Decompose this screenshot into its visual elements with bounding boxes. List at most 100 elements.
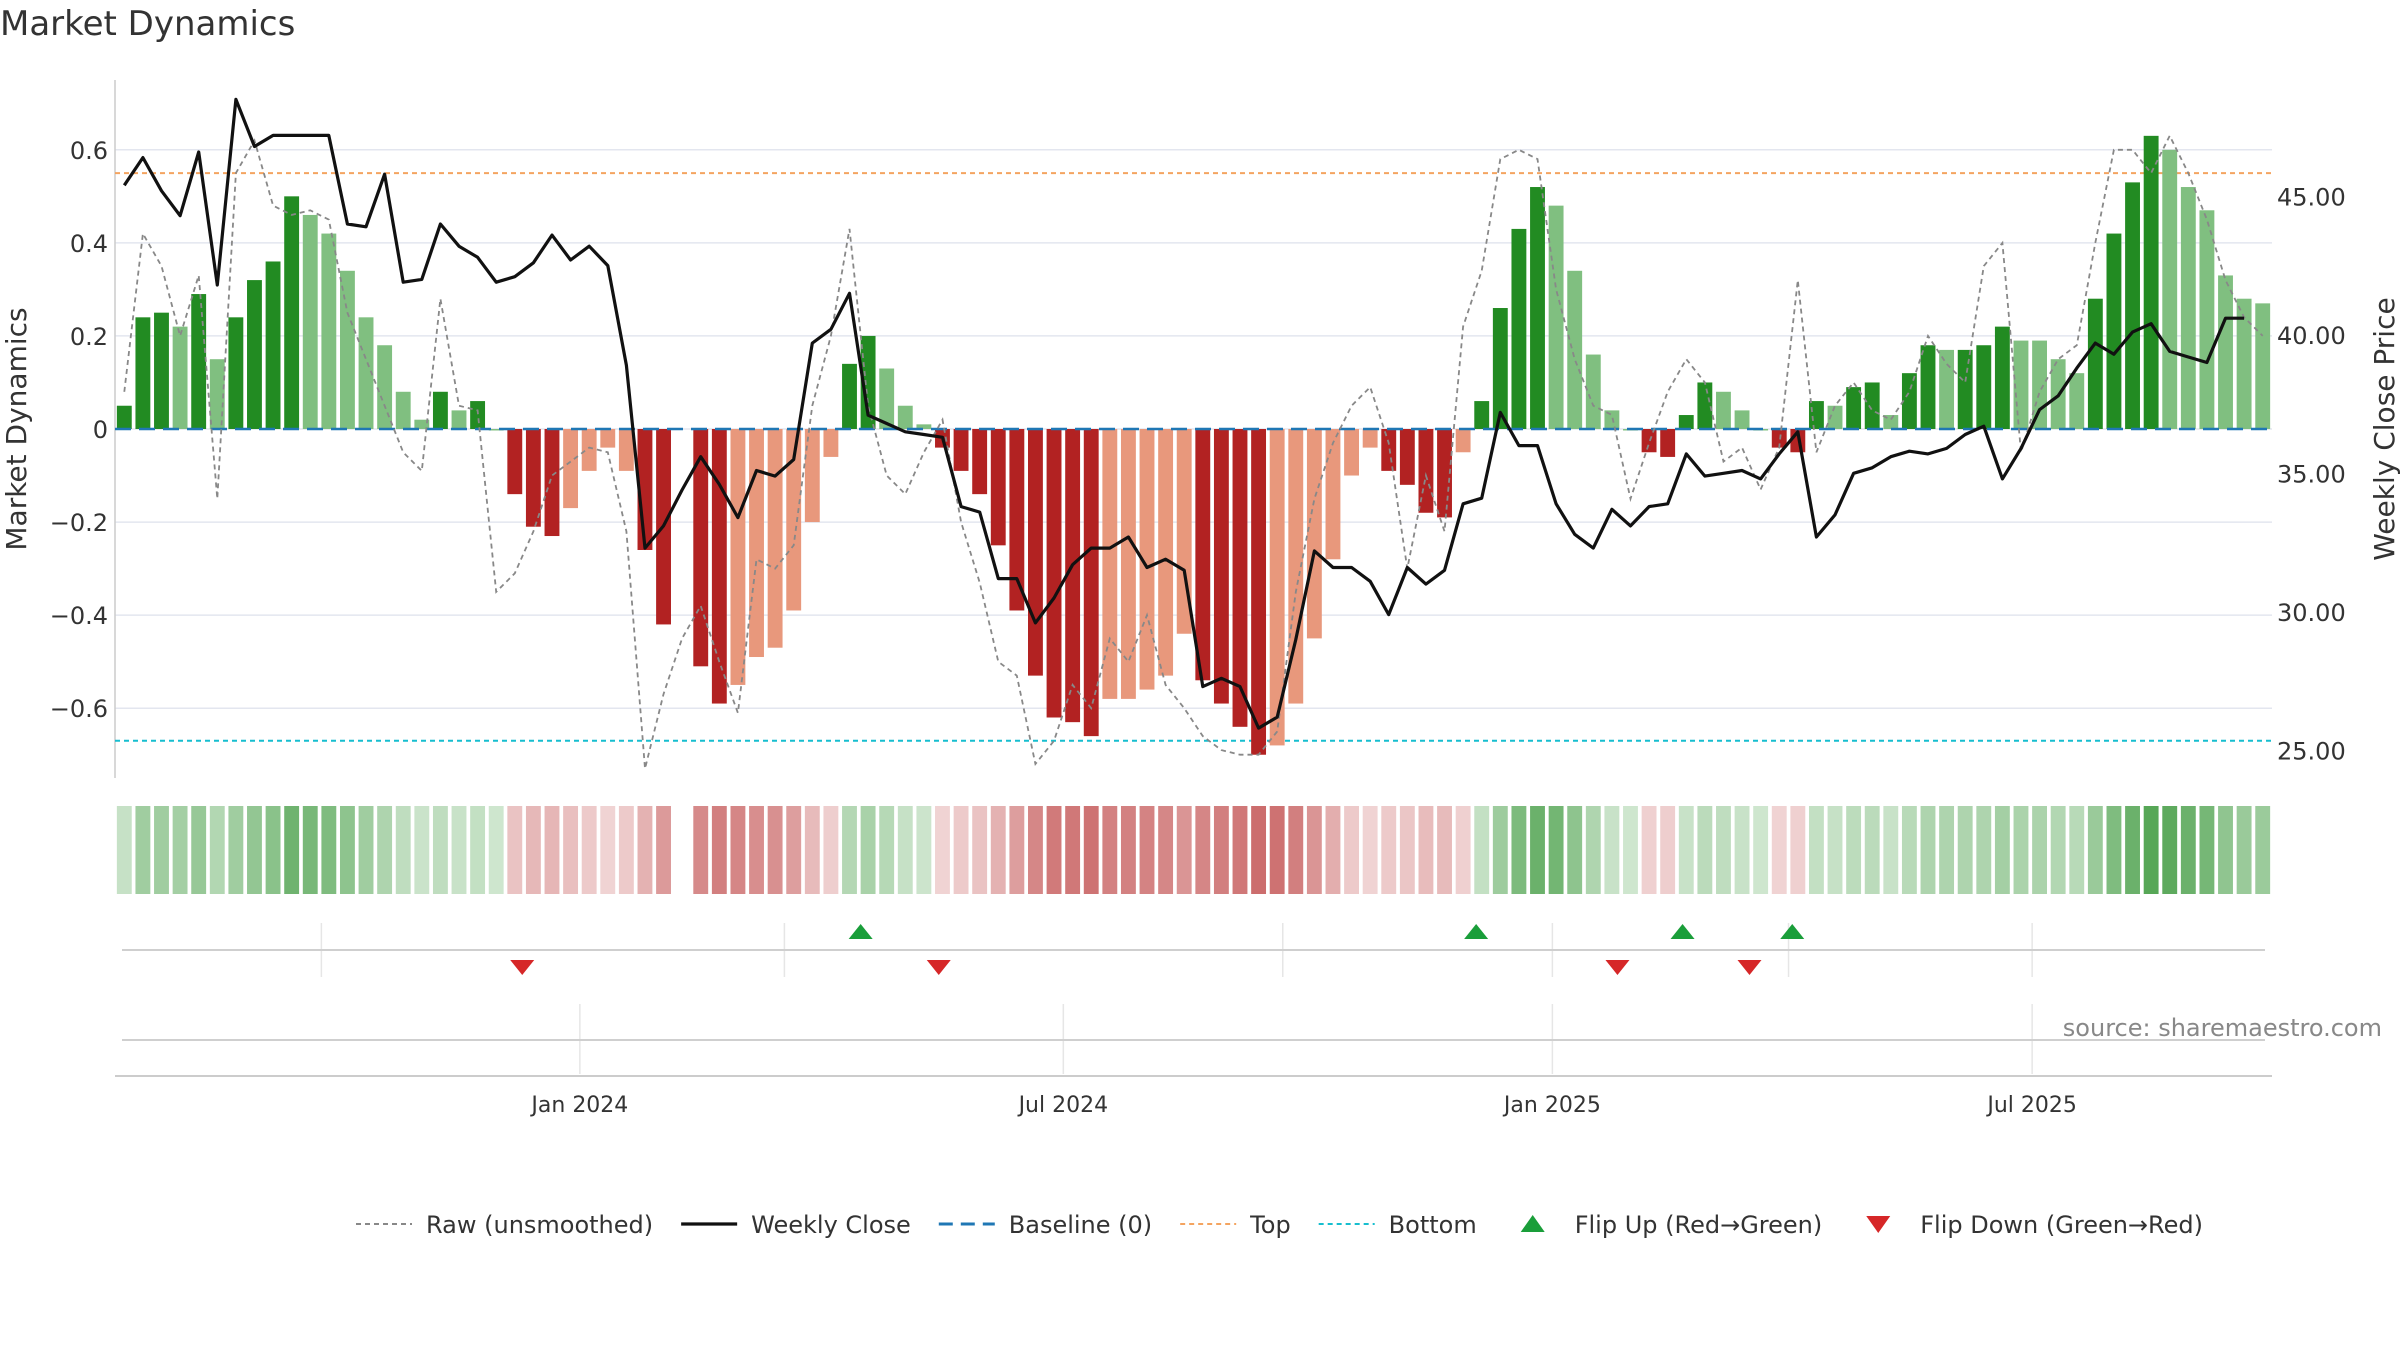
strip-cell: [804, 806, 820, 894]
strip-cell: [916, 806, 932, 894]
bar: [321, 233, 337, 429]
bar: [1530, 187, 1545, 429]
strip-cell: [525, 806, 541, 894]
strip-cell: [1901, 806, 1917, 894]
strip-cell: [470, 806, 486, 894]
bar: [451, 410, 467, 429]
strip-cell: [1492, 806, 1508, 894]
strip-cell: [749, 806, 764, 894]
x-tick-label: Jul 2025: [1985, 1093, 2077, 1118]
source-credit: source: sharemaestro.com: [2062, 1014, 2382, 1042]
bar: [897, 405, 913, 429]
bar: [1957, 349, 1973, 429]
strip-cell: [1102, 806, 1118, 894]
bar: [414, 419, 430, 429]
bar: [2087, 298, 2103, 429]
bar: [1325, 429, 1341, 560]
bar: [711, 429, 727, 704]
bar: [507, 429, 523, 495]
strip-cell: [172, 806, 188, 894]
left-tick-label: 0.4: [70, 230, 108, 258]
strip-cell: [1269, 806, 1285, 894]
bar: [749, 429, 764, 658]
strip-cell: [247, 806, 262, 894]
strip-cell: [1623, 806, 1638, 894]
strip-cell: [2125, 806, 2140, 894]
strip-cell: [935, 806, 950, 894]
bar: [990, 429, 1006, 546]
strip-cell: [1195, 806, 1211, 894]
strip-cell: [209, 806, 225, 894]
bar: [1771, 429, 1787, 448]
bar: [1455, 429, 1471, 453]
strip-cell: [1734, 806, 1750, 894]
strip-cell: [1083, 806, 1099, 894]
bar: [1716, 391, 1731, 429]
bar: [600, 429, 616, 448]
bar: [693, 429, 709, 667]
bar: [2236, 298, 2252, 429]
bar: [1176, 429, 1192, 634]
strip-cell: [1213, 806, 1229, 894]
strip-cell: [1455, 806, 1471, 894]
bar: [1232, 429, 1248, 727]
strip-cell: [395, 806, 411, 894]
strip-cell: [990, 806, 1006, 894]
legend: Raw (unsmoothed) Weekly Close Baseline (0)…: [356, 1211, 2203, 1239]
bar: [1567, 270, 1583, 429]
bar: [284, 196, 300, 429]
bar: [1269, 429, 1285, 746]
strip-cell: [1381, 806, 1397, 894]
bar: [563, 429, 579, 509]
bar: [2013, 340, 2029, 429]
bar: [488, 429, 504, 431]
bar: [1585, 354, 1601, 429]
right-tick-label: 40.00: [2277, 322, 2346, 350]
flip-down-marker: [926, 960, 951, 975]
bar: [1102, 429, 1118, 699]
left-tick-label: 0: [93, 416, 108, 444]
strip-cell: [711, 806, 727, 894]
bar: [842, 363, 857, 429]
strip-cell: [1957, 806, 1973, 894]
strip-cell: [2218, 806, 2233, 894]
flip-up-marker: [1670, 924, 1695, 939]
strip-cell: [135, 806, 151, 894]
strip-cell: [1120, 806, 1136, 894]
strip-cell: [1920, 806, 1936, 894]
bar: [730, 429, 746, 685]
left-tick-label: 0.6: [70, 137, 108, 165]
strip-cell: [1530, 806, 1545, 894]
strip-cell: [1399, 806, 1415, 894]
strip-cell: [618, 806, 634, 894]
legend-label: Bottom: [1389, 1211, 1477, 1239]
strip-cell: [2087, 806, 2103, 894]
strip-cell: [1325, 806, 1341, 894]
bar: [1399, 429, 1415, 485]
strip-cell: [321, 806, 337, 894]
strip-cell: [451, 806, 467, 894]
strip-cell: [1567, 806, 1583, 894]
bar: [1548, 205, 1564, 429]
bar: [1009, 429, 1025, 611]
left-tick-label: −0.4: [50, 602, 108, 630]
bar: [1437, 429, 1452, 518]
strip-cell: [1585, 806, 1601, 894]
right-axis-title: Weekly Close Price: [2368, 297, 2400, 560]
strip-cell: [2199, 806, 2215, 894]
strip-cell: [581, 806, 597, 894]
strip-cell: [1511, 806, 1527, 894]
strip-cell: [1548, 806, 1564, 894]
strip-cell: [1790, 806, 1806, 894]
strip-cell: [2162, 806, 2178, 894]
strip-cell: [1753, 806, 1769, 894]
bar: [116, 405, 132, 429]
strip-cell: [432, 806, 448, 894]
bar: [302, 214, 318, 429]
strip-cell: [358, 806, 374, 894]
bar: [247, 280, 262, 429]
bar: [972, 429, 988, 495]
left-tick-label: −0.2: [50, 509, 108, 537]
strip-cell: [1846, 806, 1862, 894]
weekly-close-line: [122, 97, 2245, 730]
